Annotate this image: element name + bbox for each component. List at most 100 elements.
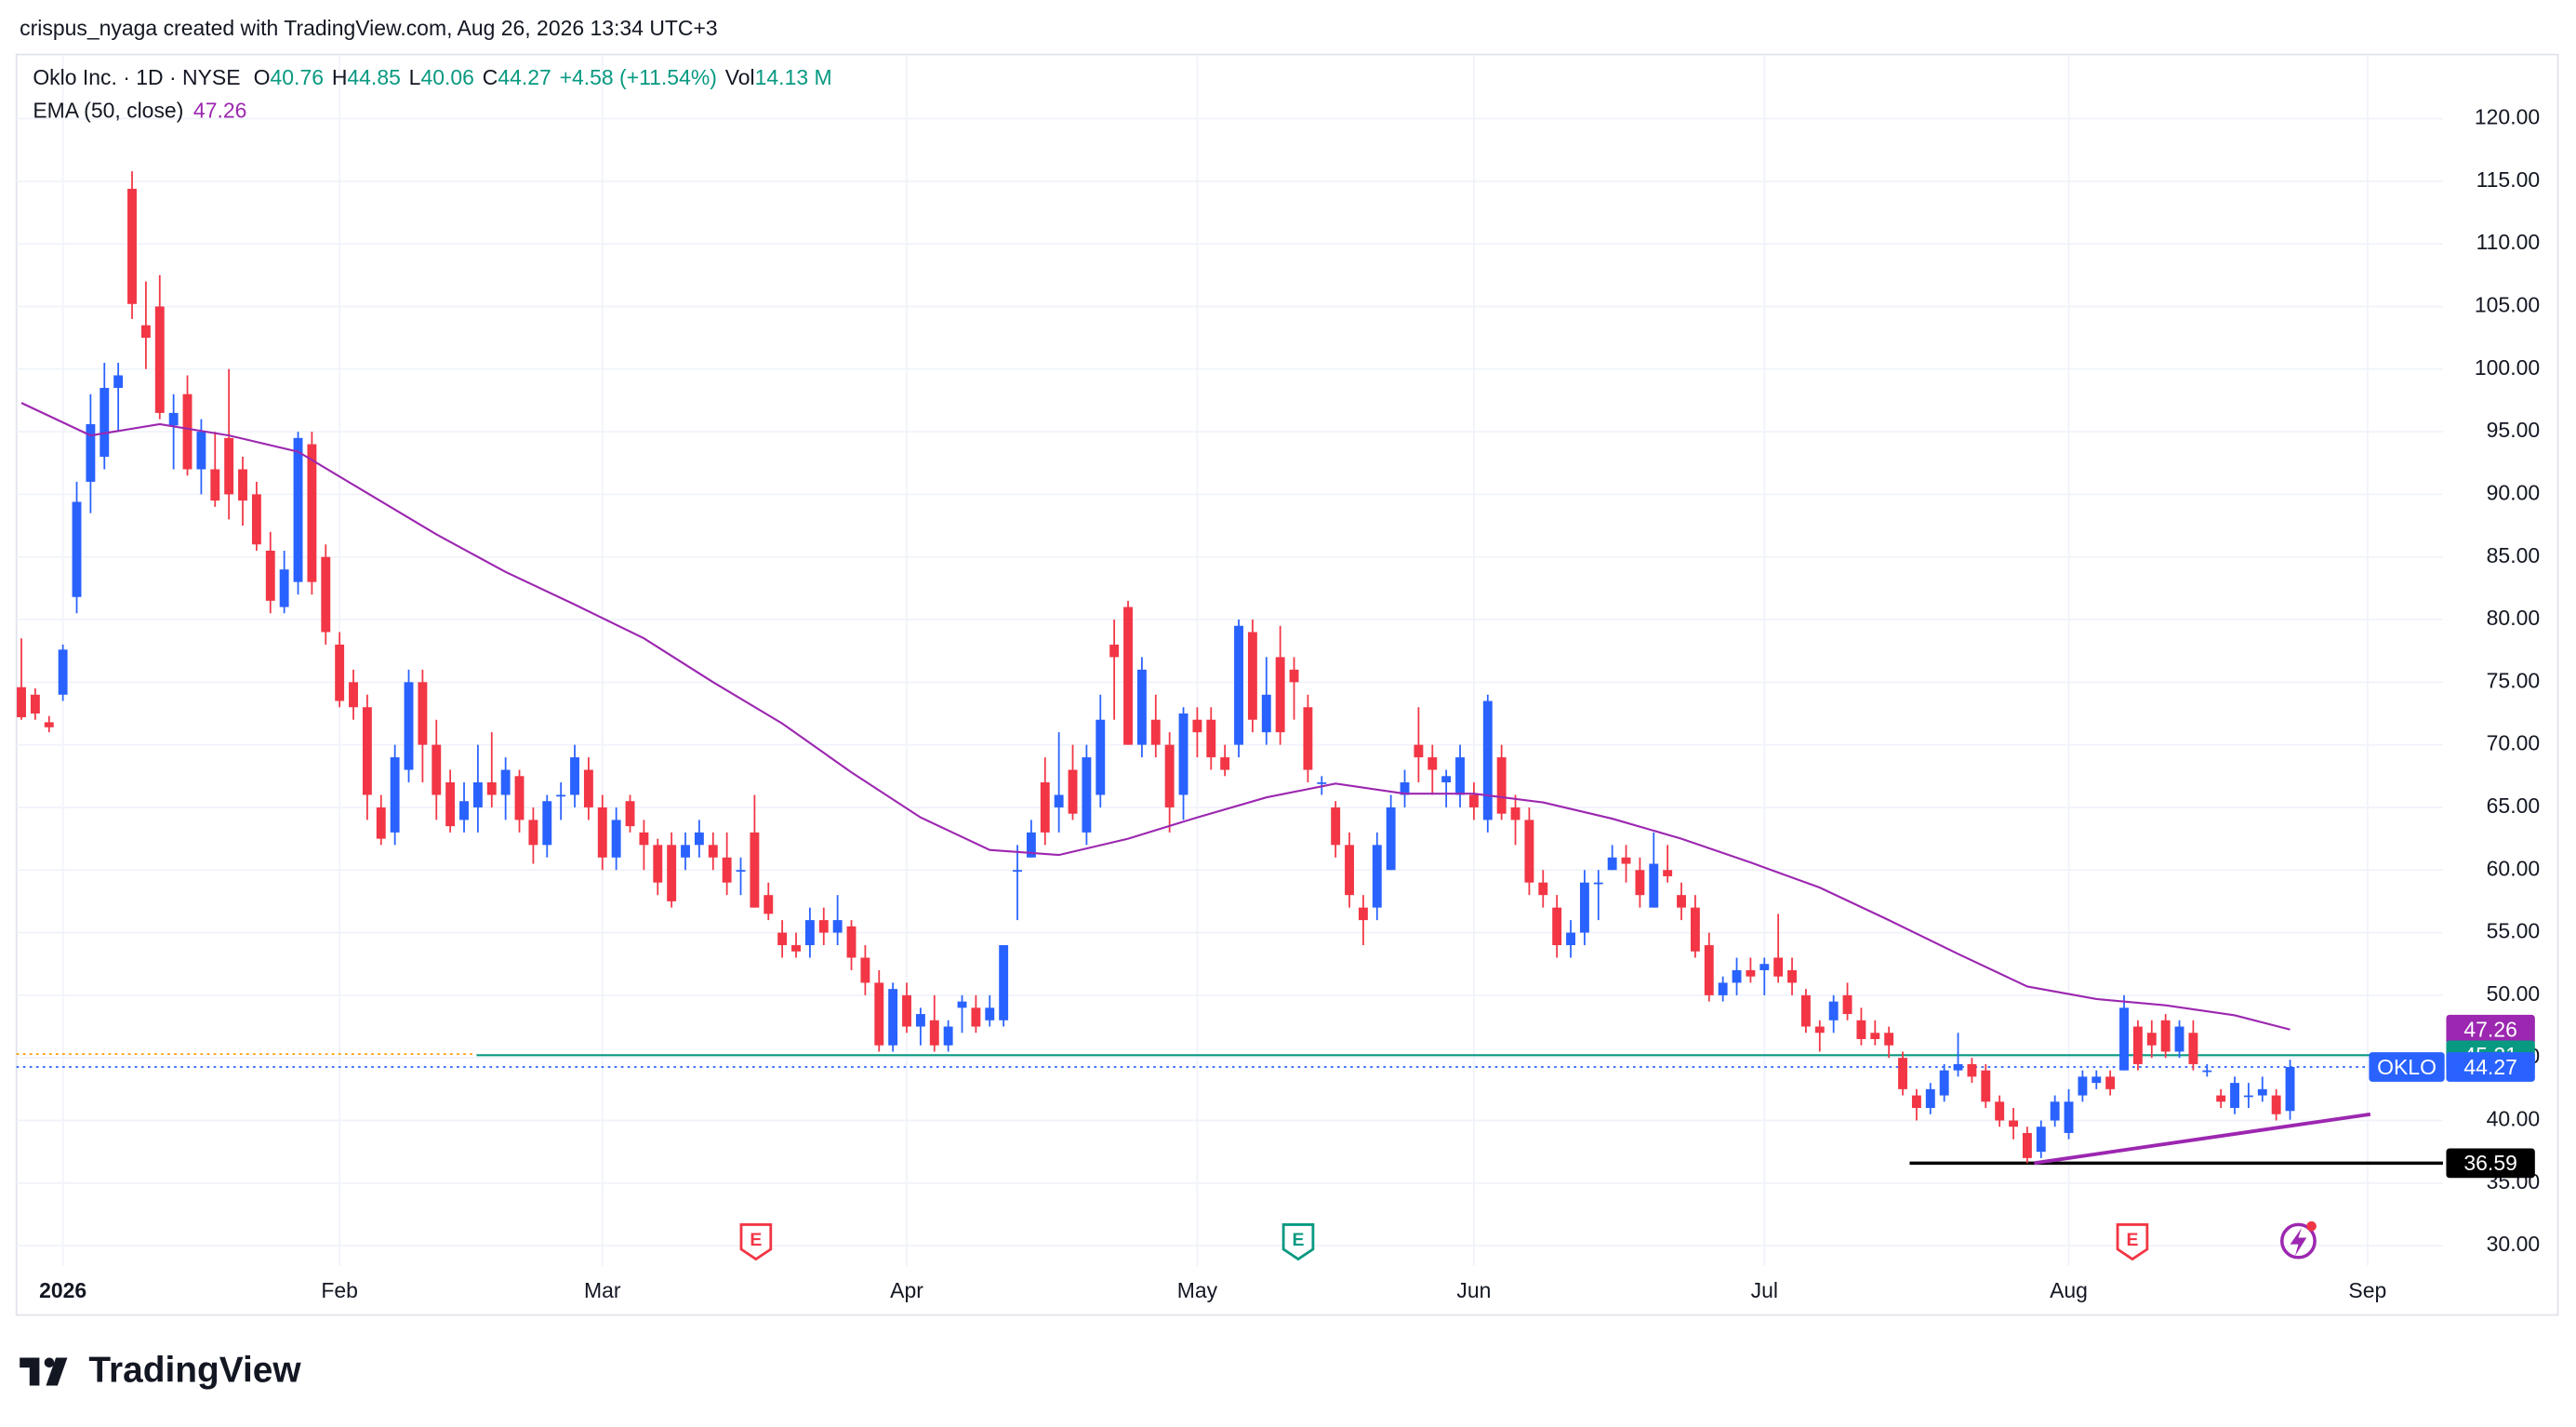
candle-body [210,469,220,501]
candle-body [846,926,856,958]
candle-body [556,794,566,797]
legend-header: Oklo Inc. · 1D · NYSE O40.76 H44.85 L40.06 C… [33,65,831,89]
candle-body [915,1014,925,1027]
event-label: E [750,1230,762,1250]
candle-body [1082,757,1092,833]
alert-bolt [2290,1227,2307,1256]
candle-body [154,306,165,413]
candle-body [1787,969,1797,983]
candle-body [542,801,552,846]
candle-body [943,1026,953,1046]
y-tick-label: 40.00 [2487,1107,2540,1131]
candle-body [168,412,179,426]
candle-body [736,870,746,873]
logo-text: TradingView [88,1351,301,1391]
candle-body [2202,1070,2212,1073]
candle-body [100,387,110,458]
candle-body [2091,1076,2102,1084]
x-tick-label: Mar [584,1278,621,1302]
candle-body [1234,625,1243,745]
candle-body [1621,857,1631,864]
candle-body [293,437,303,582]
x-tick-label: Feb [321,1278,358,1302]
candle-body [1345,845,1354,896]
field-value: 40.06 [420,65,473,89]
candle-body [251,494,261,545]
event-label: E [2126,1230,2138,1250]
y-tick-label: 120.00 [2475,105,2540,129]
y-tick-label: 80.00 [2487,606,2540,630]
candle-body [307,444,317,582]
candle-body [418,682,428,745]
candle-body [1026,832,1036,858]
candle-body [583,769,593,807]
candle-body [2174,1026,2184,1052]
candle-body [2285,1067,2295,1112]
candle-body [1040,782,1050,833]
candle-body [597,807,607,858]
candle-body [127,188,137,304]
candle-body [349,682,358,708]
candle-body [1178,713,1188,795]
field-value: +4.58 (+11.54%) [560,65,717,89]
candle-body [1953,1063,1963,1071]
y-tick-label: 90.00 [2487,480,2540,504]
candle-body [140,325,151,339]
price-label: 44.27 [2463,1055,2516,1079]
candle-body [1746,969,1756,977]
price-label-box [2446,1148,2535,1179]
candle-body [514,776,524,820]
candle-body [390,757,400,833]
x-tick-label: Jul [1751,1278,1778,1302]
price-label: 36.59 [2463,1151,2516,1175]
event-badge [739,1222,773,1261]
candle-body [238,469,247,501]
candle-body [2105,1076,2116,1089]
candle-body [874,982,884,1046]
candle-body [681,845,690,858]
candle-body [265,550,275,601]
candle-body [2036,1127,2046,1153]
candle-body [667,845,677,901]
candle-body [1261,694,1271,733]
candle-body [1220,757,1230,770]
candle-body [708,845,718,858]
y-tick-label: 105.00 [2475,293,2540,317]
candle-body [500,769,511,795]
candle-body [1911,1095,1921,1109]
candle-body [1995,1101,2005,1121]
x-tick-label: Aug [2050,1278,2088,1302]
candle-body [1427,757,1438,770]
candle-body [44,722,54,727]
candle-body [2230,1083,2239,1109]
price-label-box [2446,1014,2535,1045]
plot [16,171,2443,1166]
candle-body [625,801,635,827]
candle-body [72,501,82,597]
candle-body [1372,845,1382,908]
y-tick-label: 65.00 [2487,794,2540,818]
candle-body [804,920,815,946]
candle-body [2146,1033,2157,1046]
candle-body [1192,719,1202,733]
candle-body [1482,700,1493,820]
candle-body [1593,882,1603,885]
candle-body [113,375,124,388]
x-tick-label: Jun [1456,1278,1491,1302]
candle-body [1386,807,1396,871]
candle-body [1109,644,1120,658]
candle-body [1441,776,1452,783]
candle-body [929,1020,939,1046]
candle-body [1898,1058,1907,1089]
field-key: C [483,65,498,89]
candle-body [860,957,870,983]
candle-body [832,920,843,933]
candle-body [2216,1095,2226,1102]
candle-body [1566,932,1575,946]
field-key: O [254,65,271,89]
candle-body [279,569,289,607]
candle-body [791,945,801,952]
ema-value: 47.26 [193,98,246,122]
y-tick-label: 85.00 [2487,543,2540,567]
candle-body [1800,994,1811,1027]
